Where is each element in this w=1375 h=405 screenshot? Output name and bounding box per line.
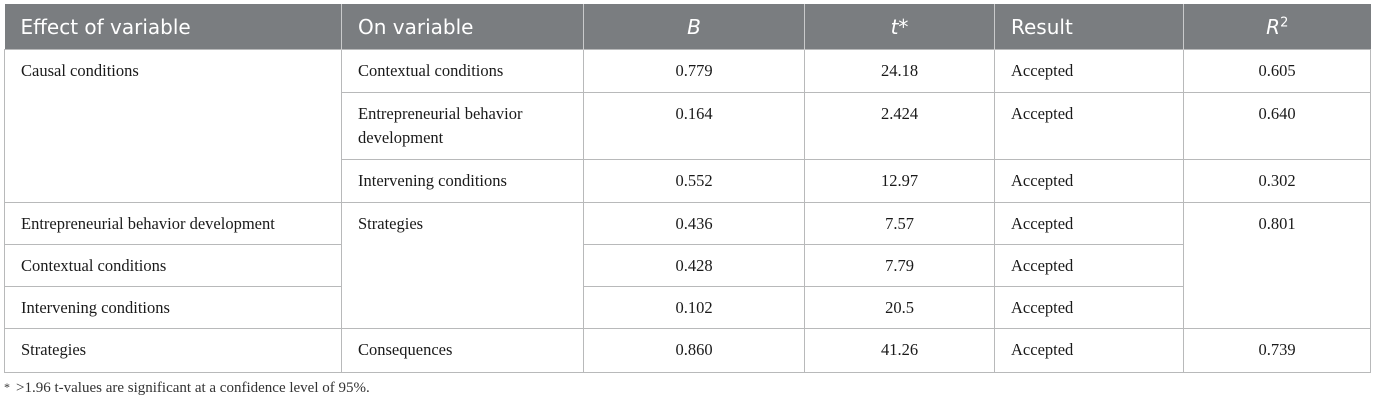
table-row: Entrepreneurial behavior development Str… [4, 202, 1371, 329]
cell-b-text: 0.436 [675, 214, 713, 233]
cell-t: 12.97 [804, 159, 995, 203]
table-row: Causal conditions Contextual conditions … [4, 49, 1371, 203]
cell-r2: 0.302 [1183, 159, 1371, 203]
cell-b-text: 0.164 [675, 104, 713, 123]
cell-result: Accepted [994, 49, 1184, 93]
cell-r2-text: 0.640 [1258, 104, 1296, 123]
cell-b: 0.102 [583, 286, 805, 329]
cell-r2: 0.640 [1183, 92, 1371, 160]
header-result: Result [994, 4, 1184, 50]
cell-effect-text: Contextual conditions [21, 256, 167, 275]
cell-r2: 0.605 [1183, 49, 1371, 93]
cell-b: 0.436 [583, 202, 805, 245]
cell-r2-text: 0.739 [1258, 340, 1296, 359]
footnote-marker: * [4, 380, 10, 394]
cell-result: Accepted [994, 159, 1184, 203]
cell-on: Intervening conditions [341, 159, 584, 203]
cell-on: Contextual conditions [341, 49, 584, 93]
cell-r2-text: 0.302 [1258, 171, 1296, 190]
cell-result-text: Accepted [1011, 171, 1074, 190]
cell-on: Entrepreneurial behavior development [341, 92, 584, 160]
cell-on-text: Intervening conditions [358, 171, 507, 190]
cell-r2-text: 0.801 [1258, 214, 1296, 233]
results-table: Effect of variable On variable B t* Resu… [4, 4, 1371, 373]
cell-effect-text: Entrepreneurial behavior development [21, 214, 275, 233]
cell-result: Accepted [994, 92, 1184, 160]
cell-on: Consequences [341, 328, 584, 373]
cell-t-text: 41.26 [880, 340, 919, 359]
cell-effect-text: Intervening conditions [21, 298, 170, 317]
cell-t-text: 2.424 [880, 104, 919, 123]
cell-result-text: Accepted [1011, 61, 1074, 80]
table-footnote: * >1.96 t-values are significant at a con… [4, 380, 370, 397]
cell-b-text: 0.860 [675, 340, 713, 359]
cell-t: 20.5 [804, 286, 995, 329]
cell-r2: 0.739 [1183, 328, 1371, 373]
footnote-text: >1.96 t-values are significant at a conf… [16, 380, 370, 396]
cell-on-text: Strategies [358, 214, 424, 233]
header-on-variable: On variable [341, 4, 584, 50]
header-t-sup: * [898, 14, 909, 39]
cell-effect: Causal conditions [4, 49, 342, 203]
table-row: Strategies Consequences 0.860 41.26 Acce… [4, 328, 1371, 373]
cell-result-text: Accepted [1011, 104, 1074, 123]
cell-b: 0.164 [583, 92, 805, 160]
cell-b: 0.860 [583, 328, 805, 373]
header-b: B [583, 4, 805, 50]
cell-result: Accepted [994, 244, 1184, 287]
cell-t: 24.18 [804, 49, 995, 93]
cell-t-text: 7.79 [885, 256, 914, 275]
header-b-label: B [687, 14, 701, 39]
cell-on-text: Entrepreneurial behavior development [358, 104, 523, 147]
header-t-label: t [890, 14, 899, 39]
cell-b-text: 0.552 [675, 171, 713, 190]
cell-b: 0.428 [583, 244, 805, 287]
cell-effect: Strategies [4, 328, 342, 373]
cell-t-text: 12.97 [880, 171, 919, 190]
cell-b-text: 0.428 [675, 256, 713, 275]
cell-result: Accepted [994, 328, 1184, 373]
cell-effect-text: Causal conditions [21, 61, 139, 80]
table-row: Entrepreneurial behavior development 0.1… [5, 92, 1371, 160]
cell-on-text: Consequences [358, 340, 453, 359]
cell-r2: 0.801 [1183, 202, 1371, 329]
cell-result-text: Accepted [1011, 340, 1074, 359]
cell-effect: Entrepreneurial behavior development [4, 202, 342, 245]
cell-effect-text: Strategies [21, 340, 87, 359]
cell-b-text: 0.779 [675, 61, 713, 80]
cell-effect: Intervening conditions [4, 286, 342, 329]
cell-result-text: Accepted [1011, 214, 1074, 233]
header-r2: R2 [1183, 4, 1371, 50]
cell-t: 7.57 [804, 202, 995, 245]
header-row: Effect of variable On variable B t* Resu… [4, 4, 1371, 50]
cell-result: Accepted [994, 286, 1184, 329]
cell-b-text: 0.102 [675, 298, 713, 317]
cell-result: Accepted [994, 202, 1184, 245]
cell-on: Strategies [341, 202, 584, 329]
cell-result-text: Accepted [1011, 256, 1074, 275]
cell-b: 0.779 [583, 49, 805, 93]
cell-t-text: 7.57 [885, 214, 914, 233]
table-row: Contextual conditions 0.428 7.79 Accepte… [4, 244, 1371, 287]
cell-t: 7.79 [804, 244, 995, 287]
cell-result-text: Accepted [1011, 298, 1074, 317]
cell-r2-text: 0.605 [1258, 61, 1296, 80]
header-t: t* [804, 4, 995, 50]
cell-t-text: 20.5 [885, 298, 914, 317]
cell-t-text: 24.18 [880, 61, 919, 80]
header-r2-label: R [1266, 14, 1281, 39]
header-r2-sup: 2 [1280, 14, 1289, 30]
cell-t: 2.424 [804, 92, 995, 160]
table-row: Intervening conditions 0.102 20.5 Accept… [4, 286, 1371, 329]
header-effect-of-variable: Effect of variable [4, 4, 342, 50]
cell-t: 41.26 [804, 328, 995, 373]
cell-on-text: Contextual conditions [358, 61, 504, 80]
cell-b: 0.552 [583, 159, 805, 203]
cell-effect: Contextual conditions [4, 244, 342, 287]
